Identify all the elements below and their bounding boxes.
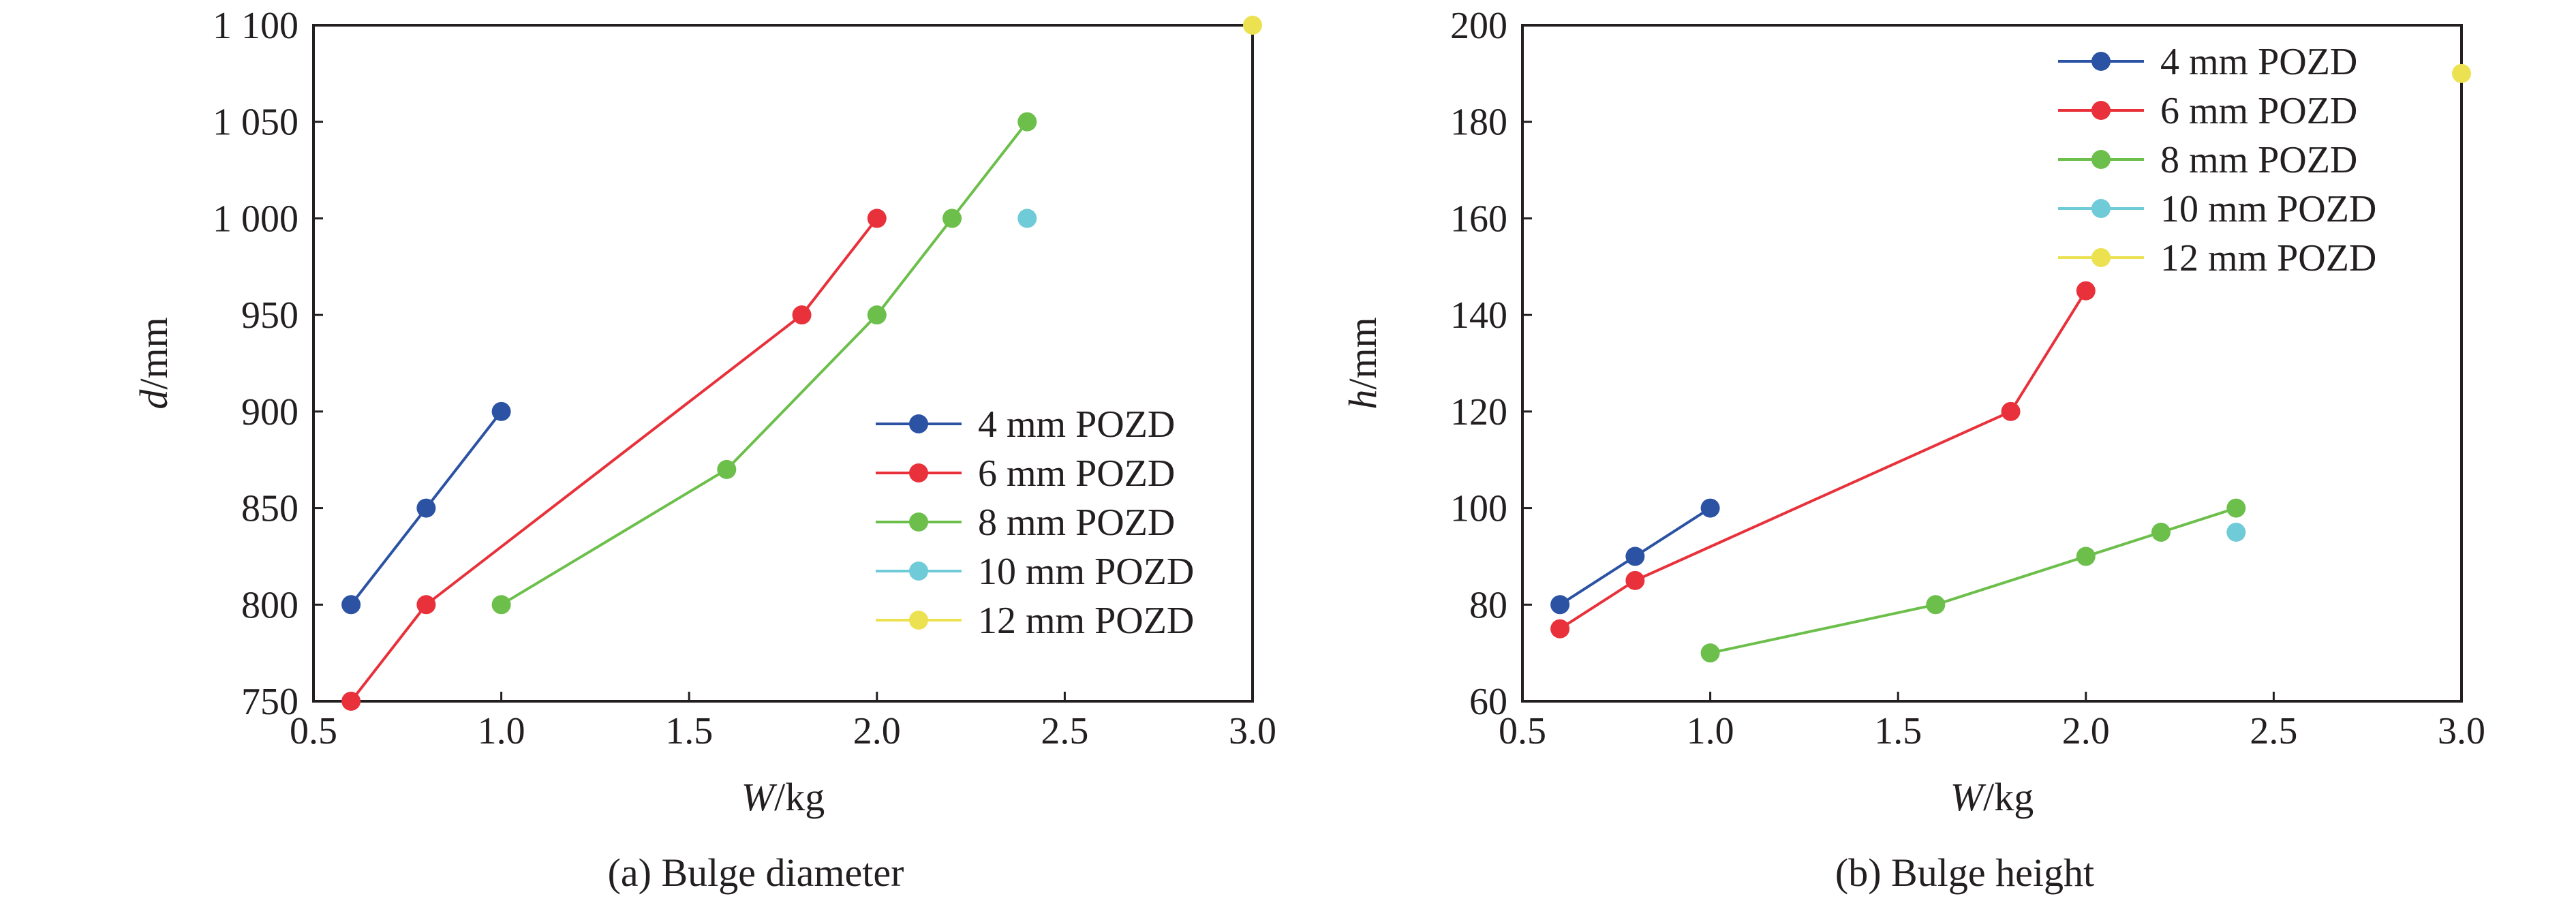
y-axis-unit: /mm xyxy=(1340,317,1385,389)
data-point xyxy=(1243,16,1262,35)
x-tick-label: 2.0 xyxy=(853,710,901,752)
data-point xyxy=(2226,523,2246,542)
legend-marker xyxy=(909,611,928,630)
panel-caption: (a) Bulge diameter xyxy=(608,850,904,895)
data-point xyxy=(1017,209,1037,228)
y-tick-label: 60 xyxy=(1469,681,1507,723)
y-tick-label: 160 xyxy=(1450,198,1507,240)
x-tick-label: 3.0 xyxy=(1229,710,1276,752)
legend-marker xyxy=(2091,150,2111,169)
legend-label: 8 mm POZD xyxy=(978,502,1175,544)
x-axis-label: W/kg xyxy=(1950,775,2034,819)
y-tick-label: 1 100 xyxy=(213,5,298,47)
data-point xyxy=(491,595,511,615)
y-tick-label: 80 xyxy=(1469,584,1507,626)
data-point xyxy=(1550,619,1570,639)
legend-label: 12 mm POZD xyxy=(2160,237,2376,279)
legend-marker xyxy=(2091,52,2111,71)
legend-marker xyxy=(909,463,928,482)
data-point xyxy=(341,692,361,711)
data-point xyxy=(2151,523,2171,542)
y-tick-label: 900 xyxy=(241,391,298,433)
data-point xyxy=(1017,112,1037,132)
y-tick-label: 1 050 xyxy=(213,102,298,144)
y-tick-label: 800 xyxy=(241,584,298,626)
legend-label: 4 mm POZD xyxy=(2160,41,2357,83)
y-axis-label: h/mm xyxy=(1340,317,1385,409)
data-point xyxy=(491,401,511,421)
x-axis-label: W/kg xyxy=(741,775,825,819)
y-tick-label: 850 xyxy=(241,488,298,530)
y-axis-variable: d xyxy=(132,389,176,410)
x-tick-label: 2.0 xyxy=(2062,710,2110,752)
y-tick-label: 100 xyxy=(1450,488,1507,530)
x-axis-unit: /kg xyxy=(774,775,825,819)
x-tick-label: 2.5 xyxy=(1041,710,1088,752)
data-point xyxy=(416,498,436,518)
data-point xyxy=(416,595,436,615)
chart-a-bulge-diameter: 0.5 1.0 1.5 2.0 2.5 3.0 750 800 850 900 950 1 000 1 … xyxy=(132,5,1276,895)
data-point xyxy=(1625,570,1645,590)
chart-b-bulge-height: 0.5 1.0 1.5 2.0 2.5 3.0 60 80 100 120 140 160 180 200… xyxy=(1340,5,2485,895)
data-point xyxy=(2076,547,2096,566)
data-point xyxy=(867,209,887,228)
y-axis-variable: h xyxy=(1340,390,1385,410)
data-point xyxy=(792,305,812,325)
y-tick-label: 750 xyxy=(241,681,298,723)
plot-frame xyxy=(1521,24,2463,703)
y-tick-label: 180 xyxy=(1450,102,1507,144)
legend-label: 10 mm POZD xyxy=(978,551,1194,593)
x-tick-label: 1.5 xyxy=(665,710,713,752)
y-tick-label: 1 000 xyxy=(213,198,298,240)
x-tick-label: 1.0 xyxy=(478,710,525,752)
legend-marker xyxy=(2091,199,2111,218)
y-tick-label: 140 xyxy=(1450,294,1507,337)
x-axis-variable: W xyxy=(741,775,778,819)
data-point xyxy=(341,595,361,615)
data-point xyxy=(942,209,962,228)
legend-marker xyxy=(2091,101,2111,120)
series-line xyxy=(500,121,1028,607)
x-axis-unit: /kg xyxy=(1983,775,2034,819)
legend-label: 6 mm POZD xyxy=(2160,90,2357,132)
legend-label: 10 mm POZD xyxy=(2160,188,2376,230)
data-point xyxy=(867,305,887,325)
y-tick-label: 950 xyxy=(241,294,298,337)
data-point xyxy=(1926,595,1946,615)
plot-frame xyxy=(312,24,1254,703)
y-axis-unit: /mm xyxy=(132,317,176,389)
data-point xyxy=(2001,401,2021,421)
legend-marker xyxy=(2091,248,2111,267)
legend-marker xyxy=(909,562,928,581)
data-point xyxy=(2076,281,2096,301)
data-point xyxy=(717,459,737,479)
x-tick-label: 1.0 xyxy=(1687,710,1734,752)
x-tick-label: 0.5 xyxy=(290,710,337,752)
data-point xyxy=(2452,63,2471,83)
legend-label: 12 mm POZD xyxy=(978,600,1194,642)
data-point xyxy=(2226,498,2246,518)
y-tick-label: 120 xyxy=(1450,391,1507,433)
legend-label: 8 mm POZD xyxy=(2160,139,2357,181)
data-point xyxy=(1700,643,1720,663)
series-line xyxy=(350,217,878,703)
x-tick-label: 0.5 xyxy=(1499,710,1546,752)
x-tick-label: 3.0 xyxy=(2438,710,2485,752)
data-point xyxy=(1625,547,1645,566)
y-tick-label: 200 xyxy=(1450,5,1507,47)
panel-caption: (b) Bulge height xyxy=(1835,850,2094,895)
x-axis-variable: W xyxy=(1950,775,1987,819)
series-line xyxy=(1559,290,2087,630)
x-tick-label: 2.5 xyxy=(2250,710,2297,752)
legend-label: 4 mm POZD xyxy=(978,403,1175,446)
legend-marker xyxy=(909,512,928,532)
data-point xyxy=(1700,498,1720,518)
y-axis-label: d/mm xyxy=(132,317,176,409)
data-point xyxy=(1550,595,1570,615)
legend-marker xyxy=(909,414,928,433)
x-tick-label: 1.5 xyxy=(1874,710,1922,752)
legend-label: 6 mm POZD xyxy=(978,452,1175,495)
